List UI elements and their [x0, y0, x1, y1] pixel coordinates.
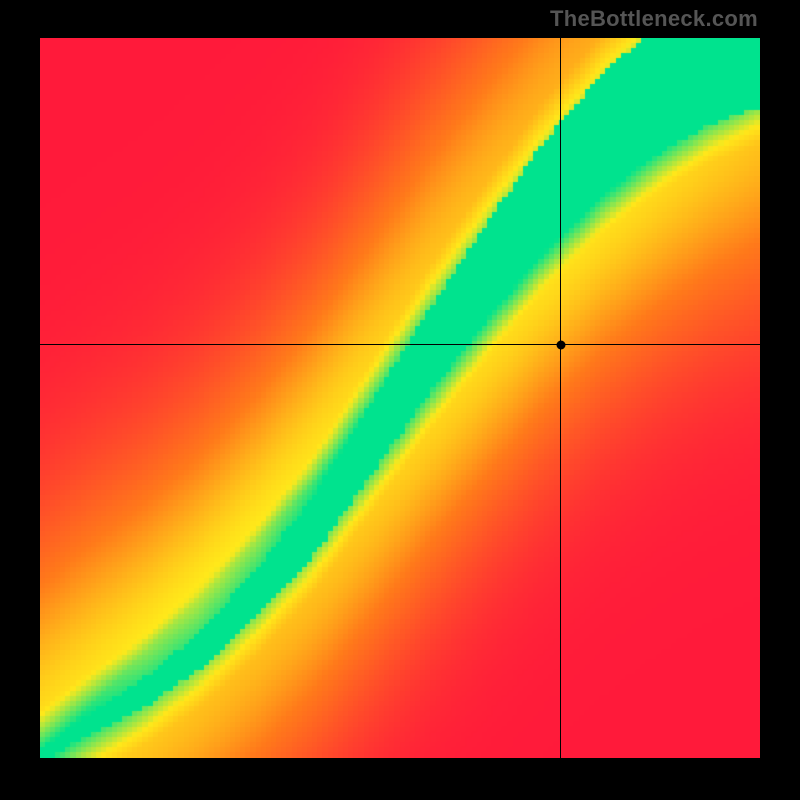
chart-stage: TheBottleneck.com: [0, 0, 800, 800]
watermark-text: TheBottleneck.com: [550, 6, 758, 32]
heatmap-field: [40, 38, 760, 758]
bottleneck-heatmap: [40, 38, 760, 758]
crosshair-horizontal: [40, 344, 760, 345]
crosshair-marker: [556, 340, 565, 349]
crosshair-vertical: [560, 38, 561, 758]
